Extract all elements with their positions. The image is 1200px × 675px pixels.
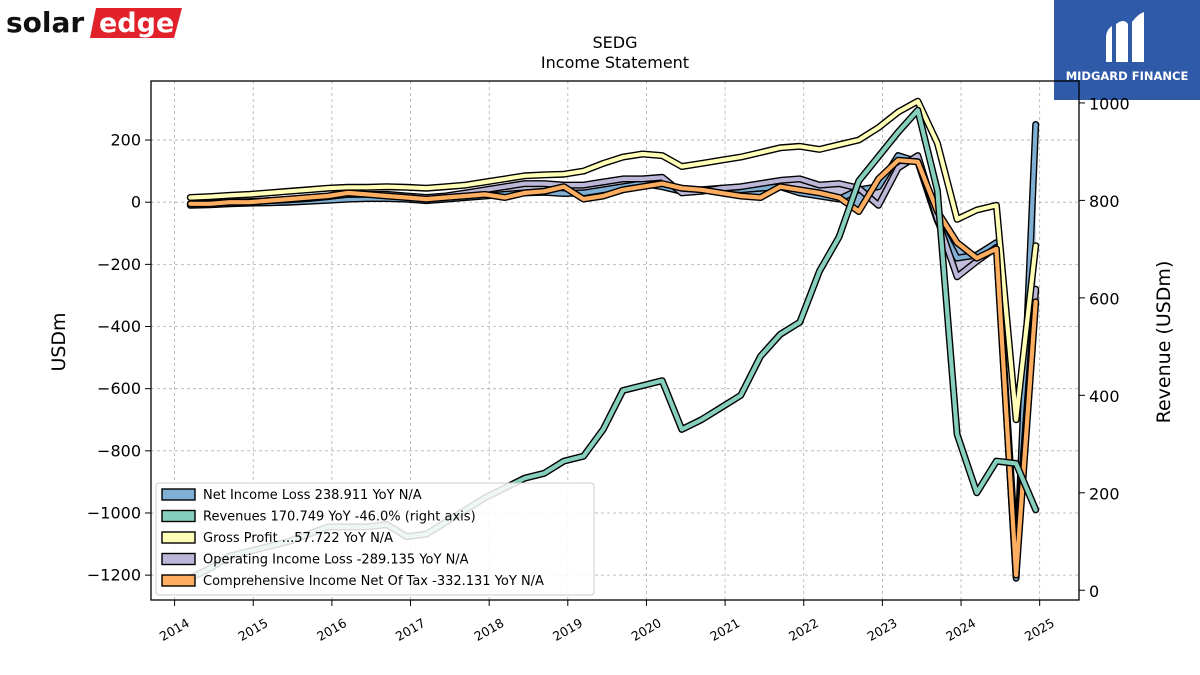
y2-tick-label: 800: [1089, 192, 1120, 211]
y-tick-label: −600: [97, 379, 141, 398]
legend-box: [155, 482, 595, 596]
legend-entry: Gross Profit ...57.722 YoY N/A: [203, 531, 393, 546]
midgard-finance-badge: MIDGARD FINANCE: [1054, 0, 1200, 100]
solaredge-logo: solar edge: [6, 6, 182, 39]
legend-swatch: [161, 488, 196, 501]
series-outline-gross-profit: [186, 97, 1040, 424]
badge-text: MIDGARD FINANCE: [1066, 69, 1189, 83]
x-tick-label: 2014: [157, 615, 192, 644]
x-tick-label: 2023: [865, 615, 900, 644]
legend-swatch: [161, 552, 196, 566]
chart-subtitle: Income Statement: [541, 53, 689, 72]
x-tick-label: 2017: [393, 615, 428, 644]
logo-red-plate: [90, 8, 182, 38]
x-tick-label: 2021: [707, 615, 742, 644]
right-axis: 1000 800 600 400 200 0: [1079, 94, 1130, 601]
legend-swatch: [161, 574, 196, 587]
y-tick-label: −1000: [87, 503, 141, 522]
y-tick-label: −200: [97, 255, 141, 274]
y2-tick-label: 400: [1089, 387, 1120, 406]
x-axis: 2014 2015 2016 2017 2018 2019 2020 2021 2022 2023…: [157, 600, 1057, 644]
logo-text-edge: edge: [99, 8, 174, 39]
y-axis-label: USDm: [48, 312, 70, 371]
left-axis: 200 0 −200 −400 −600 −800 −1000 −1200: [87, 131, 151, 585]
x-tick-label: 2025: [1022, 615, 1057, 644]
y2-axis-label: Revenue (USDm): [1153, 261, 1175, 424]
x-tick-label: 2015: [235, 615, 270, 644]
y-tick-label: 0: [131, 193, 141, 212]
x-tick-label: 2024: [943, 615, 978, 644]
series-line-gross-profit: [188, 99, 1038, 422]
x-tick-label: 2016: [314, 615, 349, 644]
y-tick-label: −400: [97, 317, 141, 336]
y2-tick-label: 1000: [1089, 94, 1130, 113]
y-tick-label: −800: [97, 441, 141, 460]
x-tick-label: 2022: [786, 615, 821, 644]
y2-tick-label: 0: [1089, 582, 1099, 601]
plot-frame: [150, 80, 1080, 601]
y-tick-label: 200: [110, 131, 141, 150]
y2-tick-label: 200: [1089, 484, 1120, 503]
x-tick-label: 2018: [471, 615, 506, 644]
logo-text-solar: solar: [6, 6, 84, 39]
legend-entry: Revenues 170.749 YoY -46.0% (right axis): [203, 510, 476, 525]
y-tick-label: −1200: [87, 566, 141, 585]
legend: Net Income Loss 238.911 YoY N/A Revenues …: [155, 482, 595, 596]
legend-entry: Operating Income Loss -289.135 YoY N/A: [203, 553, 469, 568]
legend-entry: Net Income Loss 238.911 YoY N/A: [203, 488, 422, 503]
series-line-comprehensive-income: [188, 158, 1038, 578]
chart-title: SEDG: [593, 33, 638, 52]
x-tick-label: 2020: [629, 615, 664, 644]
legend-swatch: [161, 509, 196, 523]
y2-tick-label: 600: [1089, 289, 1120, 308]
x-tick-label: 2019: [550, 615, 585, 644]
midgard-finance-logo-icon: MIDGARD FINANCE: [1066, 12, 1189, 83]
legend-entry: Comprehensive Income Net Of Tax -332.131…: [203, 574, 544, 589]
legend-swatch: [161, 531, 196, 544]
